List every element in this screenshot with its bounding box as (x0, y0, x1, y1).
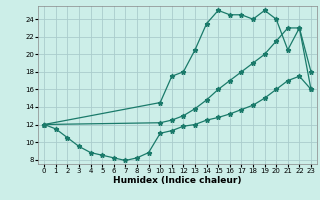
X-axis label: Humidex (Indice chaleur): Humidex (Indice chaleur) (113, 176, 242, 185)
